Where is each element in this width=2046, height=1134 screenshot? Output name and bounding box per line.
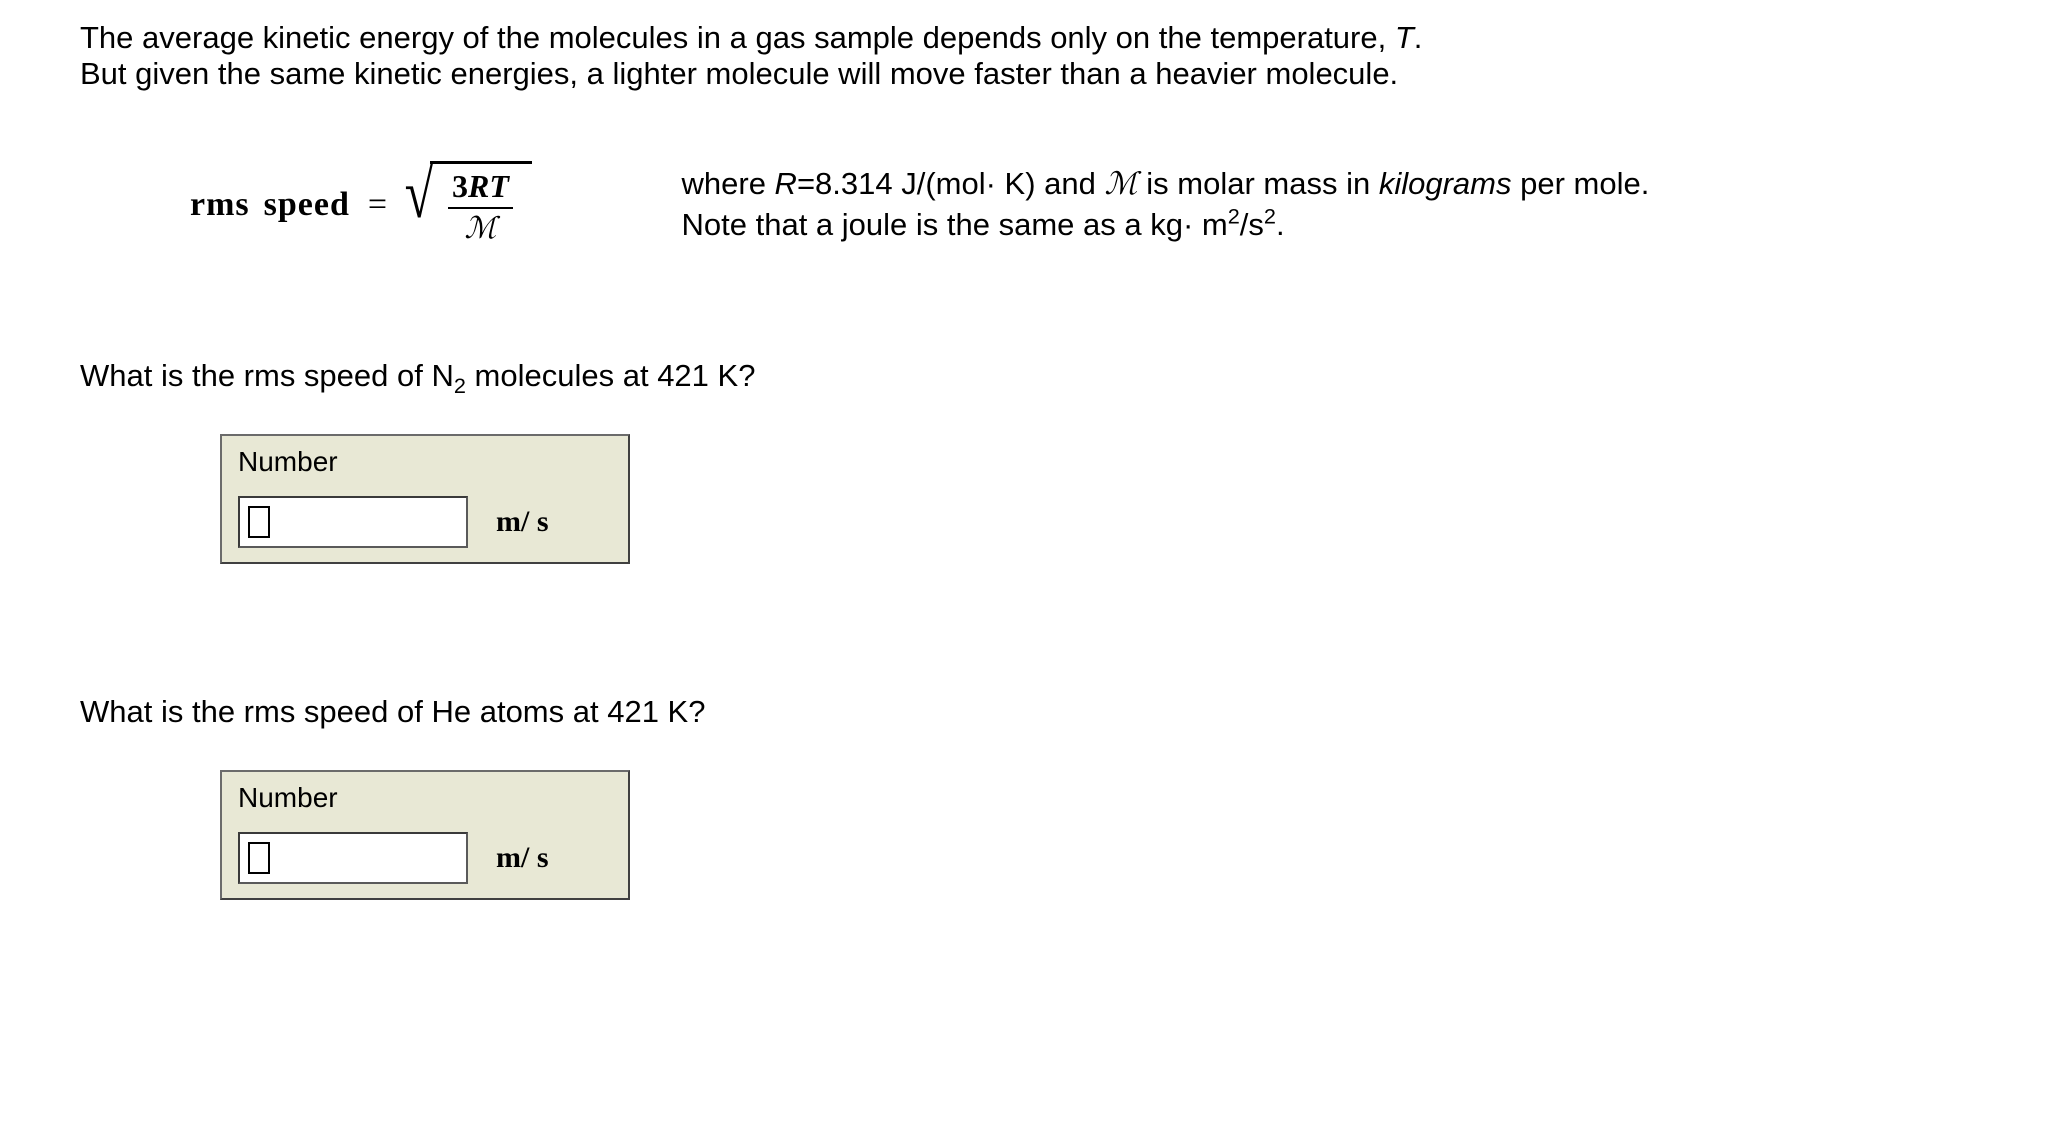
where-R: R: [775, 166, 797, 201]
unit-label-1: m/ s: [496, 505, 549, 539]
formula-label: rms speed: [190, 186, 350, 224]
input-cursor-icon: [248, 842, 270, 874]
q1-text-a: What is the rms speed of N: [80, 358, 454, 393]
speed-text: speed: [264, 186, 350, 223]
intro-T: T: [1395, 20, 1414, 55]
answer-box-1: Number m/ s: [220, 434, 630, 564]
where-M: ℳ: [1105, 166, 1138, 201]
where-kg: kilograms: [1379, 166, 1512, 201]
fraction: 3RT ℳ: [448, 168, 513, 246]
radicand: 3RT ℳ: [430, 161, 532, 248]
number-input-2[interactable]: [238, 832, 468, 884]
input-row-2: m/ s: [238, 832, 612, 884]
unit-label-2: m/ s: [496, 841, 549, 875]
rms-text: rms: [190, 186, 250, 223]
answer-label-1: Number: [238, 446, 612, 478]
num-T: T: [489, 168, 509, 204]
q1-text-b: molecules at 421 K?: [466, 358, 756, 393]
number-input-1[interactable]: [238, 496, 468, 548]
question-1: What is the rms speed of N2 molecules at…: [80, 358, 1966, 394]
intro-line1-a: The average kinetic energy of the molecu…: [80, 20, 1395, 55]
answer-label-2: Number: [238, 782, 612, 814]
denominator: ℳ: [448, 209, 513, 246]
input-row-1: m/ s: [238, 496, 612, 548]
where-d: per mole.: [1512, 166, 1650, 201]
page: The average kinetic energy of the molecu…: [0, 0, 2046, 1134]
input-cursor-icon: [248, 506, 270, 538]
intro-line1-b: .: [1414, 20, 1423, 55]
formula-row: rmsspeed = √ 3RT ℳ where R=8.314 J/(mol·…: [190, 161, 1966, 248]
formula-explanation: where R=8.314 J/(mol· K) and ℳ is molar …: [682, 164, 1650, 245]
note-c: .: [1276, 207, 1285, 242]
note-a: Note that a joule is the same as a kg· m: [682, 207, 1228, 242]
num-3: 3: [452, 168, 468, 204]
answer-box-2: Number m/ s: [220, 770, 630, 900]
where-a: where: [682, 166, 775, 201]
q2-text: What is the rms speed of He atoms at 421…: [80, 694, 705, 729]
note-b: /s: [1240, 207, 1264, 242]
intro-text: The average kinetic energy of the molecu…: [80, 20, 1966, 91]
q1-subscript: 2: [454, 373, 466, 398]
question-2: What is the rms speed of He atoms at 421…: [80, 694, 1966, 730]
radical-icon: √: [405, 167, 434, 223]
numerator: 3RT: [448, 168, 513, 209]
num-R: R: [468, 168, 489, 204]
intro-line2: But given the same kinetic energies, a l…: [80, 56, 1398, 91]
note-sup2: 2: [1264, 203, 1276, 228]
where-b: =8.314 J/(mol· K) and: [797, 166, 1105, 201]
where-c: is molar mass in: [1138, 166, 1379, 201]
square-root: √ 3RT ℳ: [395, 161, 531, 248]
note-sup1: 2: [1228, 203, 1240, 228]
equals-sign: =: [368, 186, 387, 224]
